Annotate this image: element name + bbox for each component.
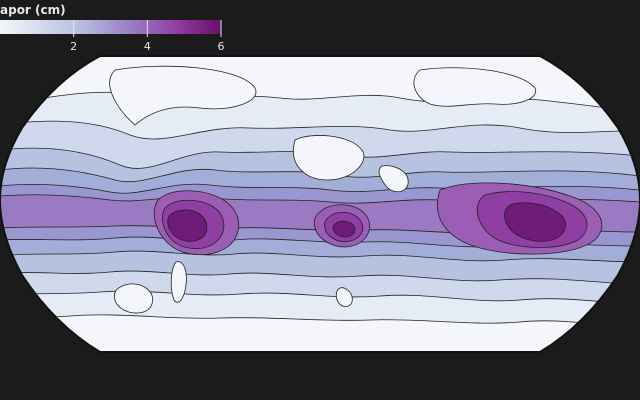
dry-pocket-sahara — [293, 135, 365, 181]
map-outline — [0, 55, 640, 353]
dry-pocket-andes — [170, 261, 187, 303]
legend-tick-label: 2 — [70, 40, 77, 53]
legend-tick-label: 6 — [218, 40, 225, 53]
legend-color-ramp — [0, 20, 221, 34]
dry-pocket-south-pacific — [114, 283, 153, 314]
contour-band-9 — [167, 202, 566, 242]
color-legend: apor (cm) 2 4 6 — [0, 3, 225, 53]
contour-band-8 — [161, 191, 588, 249]
legend-title: apor (cm) — [0, 3, 66, 17]
legend-tick-label: 4 — [144, 40, 151, 53]
dry-pocket-south-africa — [335, 287, 353, 307]
dry-pocket-north-america — [109, 65, 257, 126]
dry-pocket-arabia — [378, 165, 409, 193]
dry-pocket-asia — [413, 67, 537, 107]
legend-ticks: 2 4 6 — [70, 20, 225, 53]
